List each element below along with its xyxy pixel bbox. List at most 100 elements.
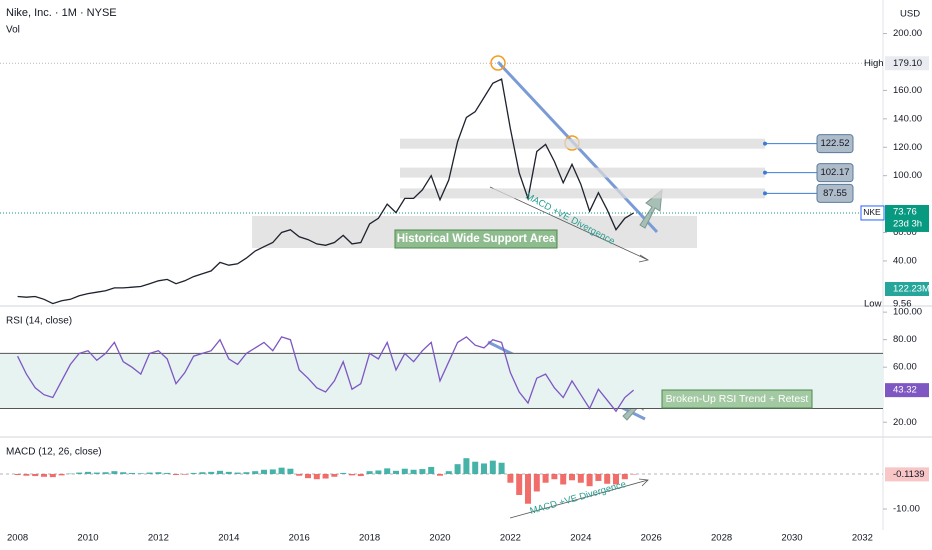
macd-bar xyxy=(630,473,637,475)
pane-title: MACD (12, 26, close) xyxy=(6,447,102,458)
x-tick-label: 2020 xyxy=(429,533,450,544)
macd-bar xyxy=(586,473,593,487)
macd-bar xyxy=(49,473,56,478)
x-tick-label: 2014 xyxy=(218,533,239,544)
macd-bar xyxy=(269,469,276,474)
macd-bar xyxy=(102,472,109,474)
level-zone xyxy=(400,167,765,178)
macd-bar xyxy=(225,471,232,474)
symbol-box xyxy=(860,205,885,221)
price-line xyxy=(17,78,634,305)
macd-bar xyxy=(155,472,162,474)
macd-bar xyxy=(208,471,215,474)
macd-bar xyxy=(32,473,39,477)
macd-bar xyxy=(516,473,523,495)
x-tick-label: 2032 xyxy=(852,533,873,544)
macd-bar xyxy=(569,473,575,481)
x-tick-label: 2024 xyxy=(570,533,591,544)
macd-bar xyxy=(234,472,241,474)
macd-bar xyxy=(340,472,347,474)
last-price: 73.76 xyxy=(893,206,917,217)
volume-last: 122.23M xyxy=(893,284,930,295)
x-tick-label: 2012 xyxy=(148,533,169,544)
level-dot xyxy=(763,141,767,146)
annotation-box xyxy=(661,389,813,409)
macd-bar xyxy=(393,470,399,474)
macd-bar xyxy=(498,462,505,474)
macd-bar xyxy=(419,469,426,474)
macd-bar xyxy=(401,468,408,474)
y-tick-label: 200.00 xyxy=(893,28,922,39)
level-label: 122.52 xyxy=(820,138,849,149)
macd-bar xyxy=(278,467,285,474)
macd-bar xyxy=(137,473,144,474)
rsi-last: 43.32 xyxy=(893,385,917,396)
y-tick-label: 20.00 xyxy=(893,417,917,428)
macd-bar xyxy=(173,473,179,476)
macd-bar xyxy=(252,471,259,474)
high-label: High xyxy=(864,58,884,69)
currency: USD xyxy=(900,9,920,20)
macd-bar xyxy=(14,473,21,476)
up-arrow xyxy=(639,188,663,229)
macd-bar xyxy=(181,473,188,475)
rsi-last-box xyxy=(885,383,929,398)
level-box xyxy=(816,163,854,183)
macd-bar xyxy=(428,466,435,474)
macd-bar xyxy=(76,472,83,474)
macd-bar xyxy=(93,472,100,474)
level-zone xyxy=(400,138,765,149)
macd-last: -0.1139 xyxy=(893,469,925,480)
macd-bar xyxy=(146,472,153,474)
x-tick-label: 2018 xyxy=(359,533,380,544)
macd-bar xyxy=(375,470,382,474)
macd-bar xyxy=(560,473,567,485)
volume-box xyxy=(885,282,929,296)
level-box xyxy=(816,134,854,154)
high-value: 179.10 xyxy=(893,58,922,69)
macd-bar xyxy=(551,473,558,480)
macd-bar xyxy=(604,473,611,484)
macd-bar xyxy=(384,468,391,474)
x-tick-label: 2030 xyxy=(781,533,802,544)
macd-bar xyxy=(525,473,531,504)
macd-bar xyxy=(23,473,30,476)
macd-bar xyxy=(595,473,602,481)
x-tick-label: 2028 xyxy=(711,533,732,544)
macd-bar xyxy=(472,461,479,474)
macd-bar xyxy=(331,473,338,477)
y-tick-label: 60.00 xyxy=(893,362,917,373)
x-tick-label: 2022 xyxy=(500,533,521,544)
macd-bar xyxy=(410,469,417,474)
macd-bar xyxy=(481,463,487,474)
macd-bar xyxy=(164,472,171,474)
macd-bar xyxy=(296,473,303,476)
macd-bar xyxy=(507,473,514,483)
macd-bar xyxy=(58,473,65,476)
macd-bar xyxy=(67,473,74,475)
macd-bar xyxy=(454,464,461,474)
low-value: 9.56 xyxy=(893,299,912,310)
divergence-line xyxy=(509,479,649,519)
level-label: 87.55 xyxy=(823,188,847,199)
macd-bar xyxy=(349,473,355,476)
macd-bar xyxy=(489,460,496,474)
rsi-line xyxy=(17,336,635,413)
arrow-head xyxy=(638,478,649,487)
macd-bar xyxy=(111,471,118,474)
macd-bar xyxy=(366,471,373,474)
annotation: Broken-Up RSI Trend + Retest xyxy=(666,393,809,405)
macd-bar xyxy=(542,473,549,483)
level-dot xyxy=(763,170,767,175)
macd-bar xyxy=(621,473,628,480)
macd-bar xyxy=(129,472,135,474)
macd-bar xyxy=(437,473,443,476)
macd-bar xyxy=(533,473,540,492)
pane-title: RSI (14, close) xyxy=(6,316,72,327)
macd-bar xyxy=(305,473,311,479)
x-tick-label: 2026 xyxy=(641,533,662,544)
countdown: 23d 3h xyxy=(893,218,922,229)
y-tick-label: 100.00 xyxy=(893,307,922,318)
level-label: 102.17 xyxy=(820,167,849,178)
